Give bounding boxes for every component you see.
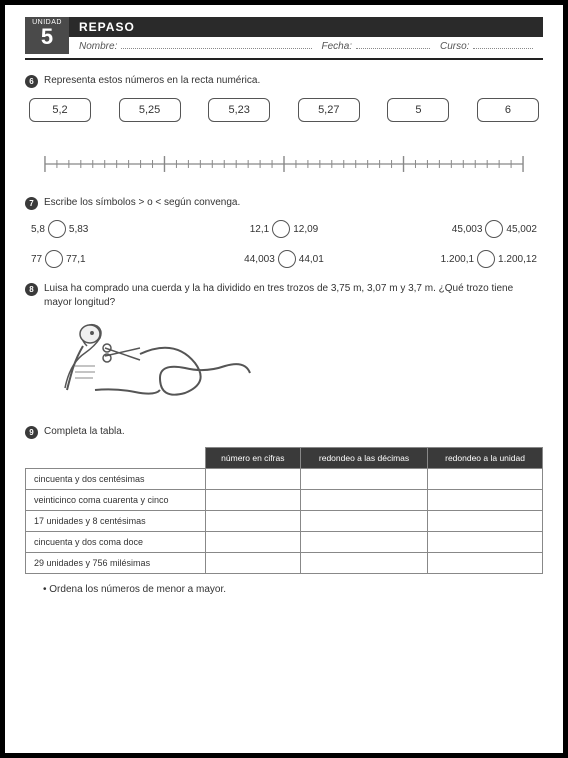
answer-cell[interactable] [300, 511, 427, 532]
row-label: 29 unidades y 756 milésimas [26, 553, 206, 574]
answer-cell[interactable] [300, 490, 427, 511]
compare-left: 12,1 [250, 224, 269, 235]
table-row: 17 unidades y 8 centésimas [26, 511, 543, 532]
answer-cell[interactable] [428, 511, 543, 532]
question-text: Representa estos números en la recta num… [44, 74, 260, 88]
name-input-line[interactable] [121, 48, 311, 49]
compare-right: 44,01 [299, 254, 324, 265]
question-text: Completa la tabla. [44, 425, 125, 439]
row-label: cincuenta y dos coma doce [26, 532, 206, 553]
table-row: cincuenta y dos centésimas [26, 469, 543, 490]
row-label: cincuenta y dos centésimas [26, 469, 206, 490]
answer-cell[interactable] [428, 553, 543, 574]
table-header: número en cifras [205, 448, 300, 469]
answer-cell[interactable] [300, 469, 427, 490]
course-label: Curso: [440, 41, 469, 52]
compare-right: 77,1 [66, 254, 85, 265]
symbol-input-circle[interactable] [48, 220, 66, 238]
unit-badge: UNIDAD 5 [25, 17, 69, 54]
answer-cell[interactable] [428, 490, 543, 511]
header-rule [25, 58, 543, 60]
question-text: Luisa ha comprado una cuerda y la ha div… [44, 282, 543, 310]
compare-left: 5,8 [31, 224, 45, 235]
question-text: Escribe los símbolos > o < según conveng… [44, 196, 240, 210]
symbol-input-circle[interactable] [485, 220, 503, 238]
number-line [35, 146, 533, 182]
compare-right: 12,09 [293, 224, 318, 235]
table-header: redondeo a las décimas [300, 448, 427, 469]
comparison-item: 44,003 44,01 [206, 250, 361, 268]
number-box: 5,23 [208, 98, 270, 122]
question-9: 9 Completa la tabla. número en cifrasred… [25, 425, 543, 595]
course-input-line[interactable] [473, 48, 533, 49]
number-boxes-row: 5,2 5,25 5,23 5,27 5 6 [29, 98, 539, 122]
compare-right: 45,002 [506, 224, 537, 235]
header-fields: Nombre: Fecha: Curso: [69, 37, 543, 54]
compare-left: 1.200,1 [441, 254, 474, 265]
answer-cell[interactable] [205, 490, 300, 511]
number-box: 5,27 [298, 98, 360, 122]
number-box: 6 [477, 98, 539, 122]
answer-cell[interactable] [300, 532, 427, 553]
answer-cell[interactable] [205, 532, 300, 553]
worksheet-header: UNIDAD 5 REPASO Nombre: Fecha: Curso: [25, 17, 543, 54]
compare-left: 45,003 [452, 224, 483, 235]
answer-cell[interactable] [205, 469, 300, 490]
row-label: 17 unidades y 8 centésimas [26, 511, 206, 532]
scissors-illustration [45, 318, 543, 411]
comparison-item: 12,1 12,09 [206, 220, 361, 238]
compare-right: 1.200,12 [498, 254, 537, 265]
name-label: Nombre: [79, 41, 117, 52]
answer-cell[interactable] [205, 511, 300, 532]
question-7: 7 Escribe los símbolos > o < según conve… [25, 196, 543, 268]
symbol-input-circle[interactable] [45, 250, 63, 268]
table-row: veinticinco coma cuarenta y cinco [26, 490, 543, 511]
question-badge: 6 [25, 75, 38, 88]
compare-left: 77 [31, 254, 42, 265]
answer-cell[interactable] [428, 532, 543, 553]
table-header: redondeo a la unidad [428, 448, 543, 469]
answer-cell[interactable] [300, 553, 427, 574]
comparison-item: 1.200,1 1.200,12 [382, 250, 537, 268]
table-row: 29 unidades y 756 milésimas [26, 553, 543, 574]
compare-right: 5,83 [69, 224, 88, 235]
number-box: 5 [387, 98, 449, 122]
number-box: 5,2 [29, 98, 91, 122]
answer-cell[interactable] [428, 469, 543, 490]
unit-number: 5 [25, 26, 69, 48]
number-box: 5,25 [119, 98, 181, 122]
row-label: veinticinco coma cuarenta y cinco [26, 490, 206, 511]
symbol-input-circle[interactable] [278, 250, 296, 268]
comparison-item: 45,003 45,002 [382, 220, 537, 238]
table-corner [26, 448, 206, 469]
order-instruction: Ordena los números de menor a mayor. [43, 584, 543, 595]
symbol-input-circle[interactable] [477, 250, 495, 268]
question-8: 8 Luisa ha comprado una cuerda y la ha d… [25, 282, 543, 411]
answer-cell[interactable] [205, 553, 300, 574]
date-input-line[interactable] [356, 48, 430, 49]
page-title: REPASO [69, 17, 543, 37]
comparison-item: 5,8 5,83 [31, 220, 186, 238]
table-row: cincuenta y dos coma doce [26, 532, 543, 553]
question-6: 6 Representa estos números en la recta n… [25, 74, 543, 182]
rounding-table: número en cifrasredondeo a las décimasre… [25, 447, 543, 574]
symbol-input-circle[interactable] [272, 220, 290, 238]
question-badge: 9 [25, 426, 38, 439]
question-badge: 8 [25, 283, 38, 296]
compare-left: 44,003 [244, 254, 275, 265]
comparison-grid: 5,8 5,83 12,1 12,09 45,003 45,002 77 77,1 44,003… [31, 220, 537, 268]
date-label: Fecha: [322, 41, 353, 52]
comparison-item: 77 77,1 [31, 250, 186, 268]
question-badge: 7 [25, 197, 38, 210]
